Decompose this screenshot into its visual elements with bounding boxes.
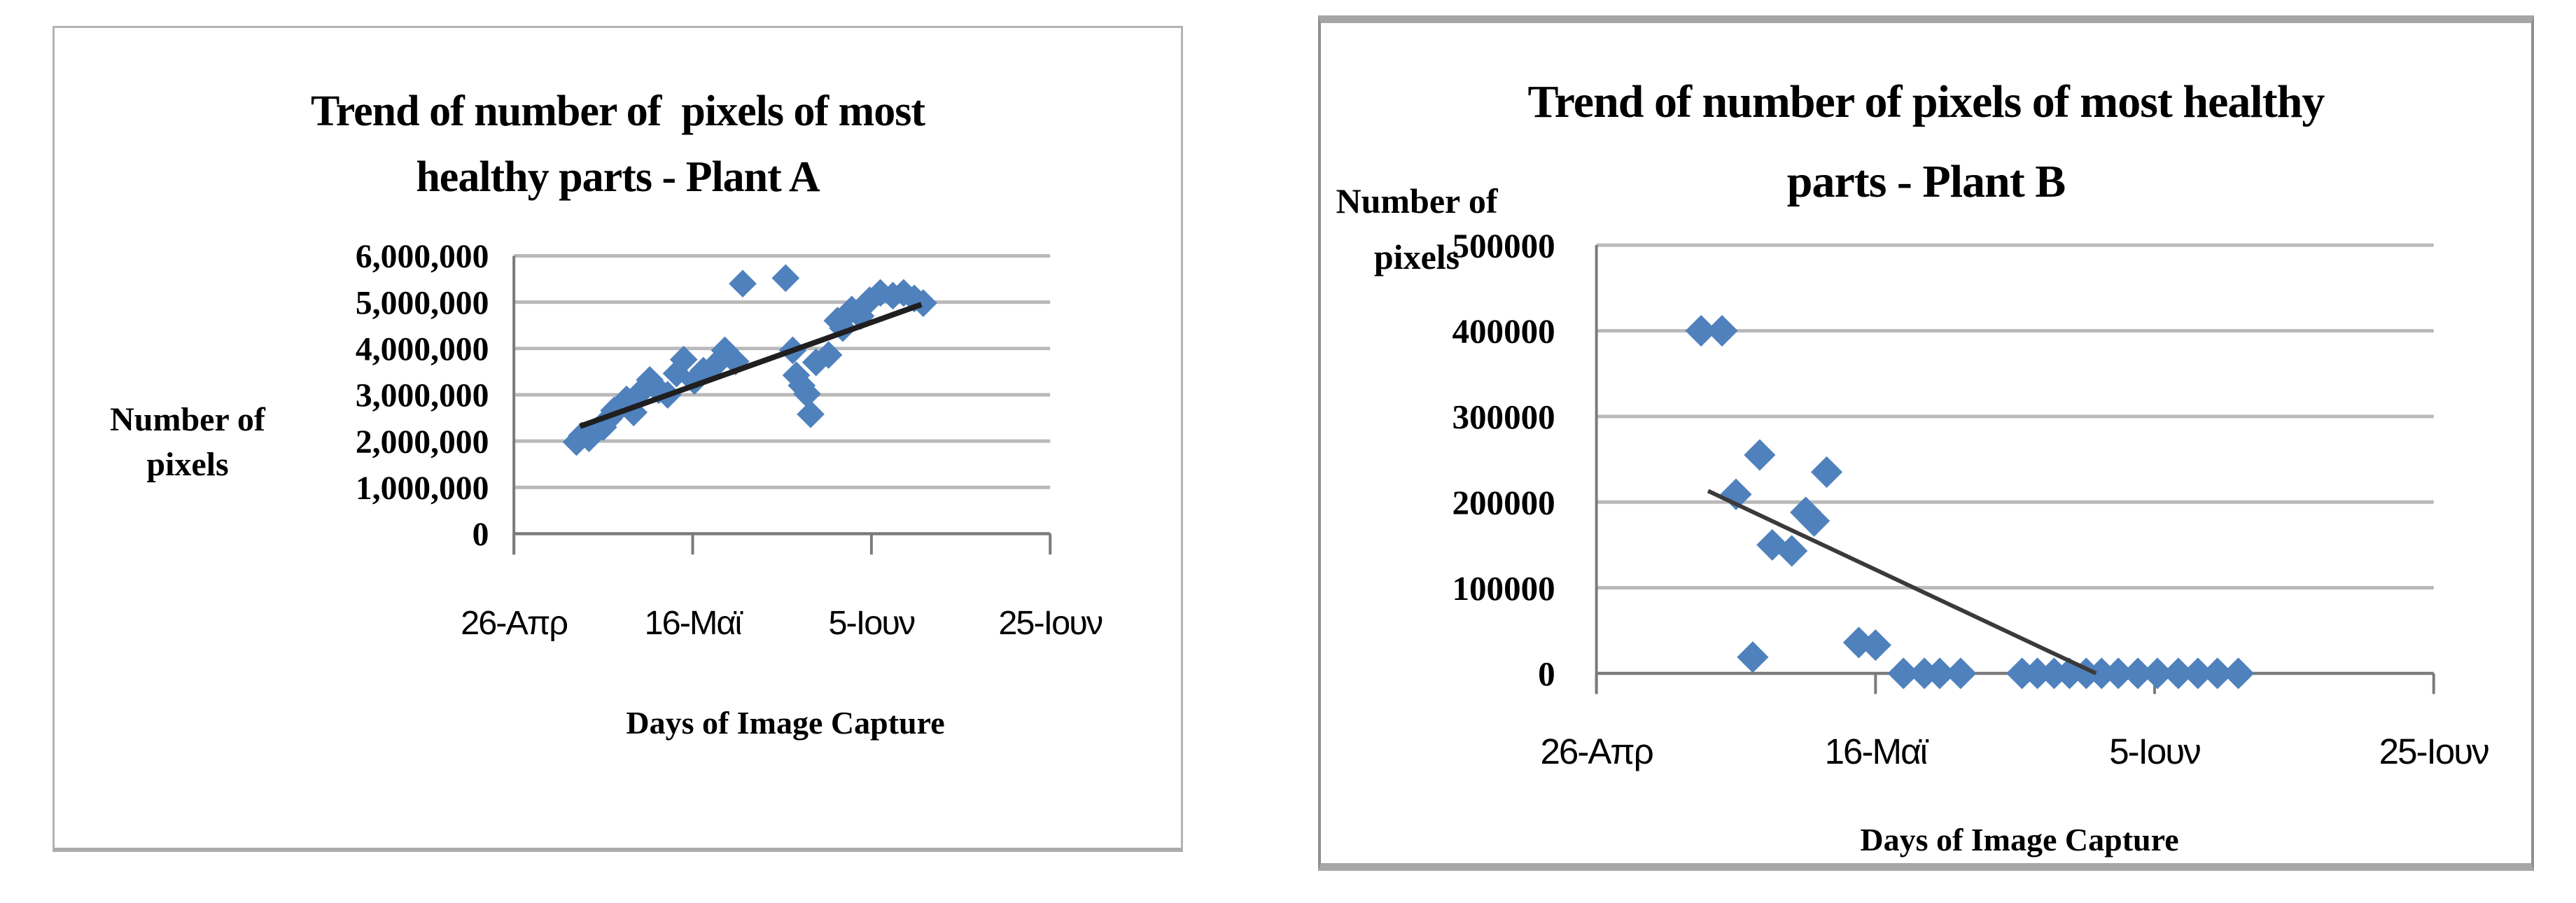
data-point-diamond <box>2202 657 2234 690</box>
trendline <box>579 302 923 429</box>
data-point-diamond <box>1945 657 1977 690</box>
data-point-diamond <box>1887 657 1919 690</box>
y-tick-label: 400000 <box>1452 312 1555 351</box>
x-tick-label: 25-Ιουν <box>998 604 1102 642</box>
data-point-diamond <box>1685 314 1717 347</box>
data-point-diamond <box>2085 657 2118 690</box>
y-tick-label: 5,000,000 <box>356 285 489 321</box>
chart-title-line: Trend of number of pixels of most <box>310 88 925 135</box>
x-tick-label: 16-Μαϊ <box>645 604 744 642</box>
y-tick-label: 100000 <box>1452 569 1555 608</box>
plant-a-figure: Trend of number of pixels of most health… <box>52 26 1183 852</box>
plant-a-chart-title: Trend of number of pixels of most health… <box>55 78 1181 210</box>
data-point-diamond <box>2222 657 2255 690</box>
data-point-diamond <box>636 365 664 394</box>
x-tick-label: 5-Ιουν <box>829 604 915 642</box>
data-point-diamond <box>2141 657 2174 690</box>
y-tick-label: 2,000,000 <box>356 424 489 461</box>
plant-a-scatter-plot: 6,000,000 5,000,000 4,000,000 3,000,000 2,00… <box>356 239 1104 642</box>
chart-title-line: Trend of number of pixels of most health… <box>1527 76 2325 127</box>
data-point-diamond <box>2182 657 2214 690</box>
data-point-diamond <box>729 270 757 298</box>
data-point-diamond <box>669 345 698 374</box>
data-point-diamond <box>771 264 800 293</box>
data-point-diamond <box>1798 505 1830 537</box>
chart-title-line: parts - Plant B <box>1786 156 2066 207</box>
data-point-diamond <box>797 400 825 428</box>
x-tick-label: 26-Απρ <box>461 604 567 642</box>
y-axis-label-line: Number of <box>1336 181 1498 220</box>
y-axis-label-line: pixels <box>1373 237 1460 276</box>
plant-b-x-axis-title: Days of Image Capture <box>1860 822 2179 858</box>
trendline <box>1707 489 2097 676</box>
y-tick-label: 500000 <box>1452 226 1555 265</box>
data-point-diamond <box>2162 657 2194 690</box>
x-tick-label: 16-Μαϊ <box>1825 732 1929 771</box>
y-axis-label-line: pixels <box>146 446 229 483</box>
y-tick-label: 4,000,000 <box>356 331 489 368</box>
x-tick-label: 26-Απρ <box>1540 732 1652 771</box>
data-point-diamond <box>1737 641 1769 673</box>
data-point-diamond <box>1790 496 1822 528</box>
plant-a-y-axis-label: Number of pixels <box>93 398 282 487</box>
data-point-diamond <box>909 289 937 317</box>
y-tick-label: 0 <box>1538 654 1555 693</box>
plant-a-x-axis-title: Days of Image Capture <box>626 705 945 741</box>
data-point-diamond <box>1810 456 1843 489</box>
data-point-diamond <box>2122 657 2154 690</box>
data-point-diamond <box>2021 657 2054 690</box>
y-tick-label: 0 <box>472 517 489 553</box>
y-tick-label: 300000 <box>1452 398 1555 436</box>
y-tick-label: 200000 <box>1452 483 1555 522</box>
data-point-diamond <box>1744 439 1776 471</box>
y-tick-label: 1,000,000 <box>356 470 489 507</box>
data-point-diamond <box>1842 626 1875 659</box>
data-point-diamond <box>1776 535 1808 567</box>
plant-b-y-axis-label: Number of pixels <box>1326 173 1507 285</box>
x-tick-label: 25-Ιουν <box>2379 732 2488 771</box>
plant-b-scatter-plot: 500000 400000 300000 200000 100000 0 26-Απρ 16-… <box>1452 226 2490 771</box>
data-point-diamond <box>1924 657 1956 690</box>
plant-b-chart-title: Trend of number of pixels of most health… <box>1321 62 2531 222</box>
chart-title-line: healthy parts - Plant A <box>416 153 820 201</box>
y-tick-label: 3,000,000 <box>356 378 489 414</box>
data-point-diamond <box>1706 314 1738 347</box>
y-axis-label-line: Number of <box>110 401 265 438</box>
data-point-diamond <box>1859 629 1891 662</box>
data-point-diamond <box>2102 657 2134 690</box>
plant-b-figure: Trend of number of pixels of most health… <box>1318 15 2534 871</box>
x-tick-label: 5-Ιουν <box>2109 732 2200 771</box>
y-tick-label: 6,000,000 <box>356 239 489 275</box>
